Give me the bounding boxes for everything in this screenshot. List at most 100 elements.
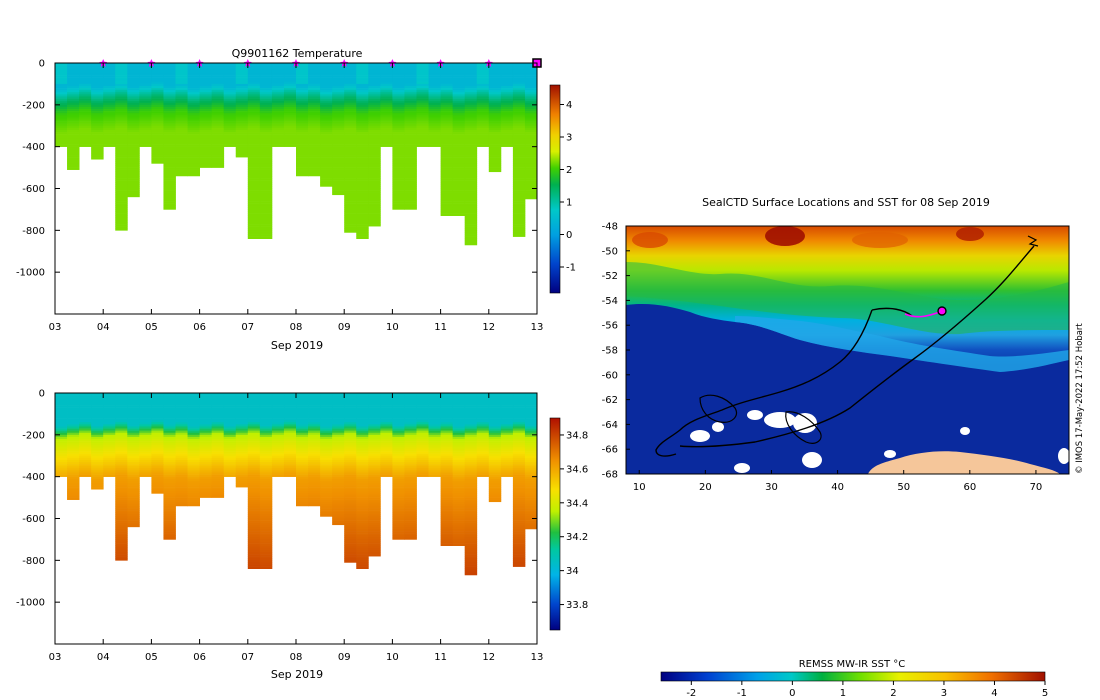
profile-cell [356,411,369,415]
profile-cell [404,115,417,118]
profile-cell [296,393,309,396]
profile-cell [464,192,478,196]
profile-cell [91,86,104,89]
profile-cell [79,434,92,438]
profile-cell [392,167,405,170]
profile-cell [247,127,261,131]
profile-cell [452,393,466,396]
profile-cell [175,163,188,166]
profile-cell [139,79,152,83]
profile-cell [115,537,128,540]
profile-column [247,63,261,239]
profile-cell [488,104,502,108]
profile-cell [404,155,417,158]
profile-cell [500,447,514,450]
profile-cell [440,173,454,177]
profile-cell [308,393,321,396]
profile-cell [235,447,249,450]
profile-cell [356,566,369,569]
profile-cell [464,399,478,402]
profile-cell [512,535,526,538]
profile-cell [524,457,538,461]
profile-cell [356,562,369,565]
profile-cell [392,397,405,400]
profile-cell [223,426,237,429]
profile-cell [320,178,333,181]
profile-cell [392,434,405,438]
profile-cell [428,395,441,398]
profile-cell [488,96,502,99]
profile-cell [91,73,104,76]
profile-cell [476,464,490,467]
profile-cell [247,150,261,154]
profile-cell [283,88,297,91]
profile-cell [392,497,405,500]
profile-cell [404,508,417,511]
profile-cell [344,184,357,187]
profile-cell [464,407,478,411]
profile-cell [247,432,261,436]
profile-cell [320,63,333,66]
profile-cell [488,401,502,404]
profile-cell [428,115,441,118]
profile-cell [524,514,538,517]
profile-cell [428,470,441,473]
profile-cell [416,113,429,116]
profile-cell [524,420,538,423]
profile-cell [404,188,417,191]
profile-cell [115,71,128,74]
profile-cell [91,157,104,160]
profile-cell [259,71,273,74]
profile-cell [476,445,490,448]
profile-cell [344,491,357,494]
profile-cell [55,411,68,415]
profile-cell [259,63,273,66]
profile-cell [368,123,381,127]
x-tick-label: 12 [482,652,495,663]
profile-cell [464,516,478,519]
profile-cell [524,180,538,183]
profile-cell [79,81,92,85]
profile-cell [320,472,333,475]
profile-cell [91,148,104,152]
profile-cell [271,140,285,143]
profile-cell [476,67,490,70]
profile-cell [296,63,309,66]
profile-cell [524,188,538,191]
profile-cell [332,468,345,471]
profile-cell [476,106,490,110]
profile-cell [296,405,309,408]
profile-cell [127,393,140,396]
profile-cell [500,102,514,106]
profile-cell [259,136,273,139]
profile-cell [488,411,502,415]
profile-cell [67,121,80,124]
profile-cell [356,459,369,463]
profile-cell [223,459,237,463]
profile-cell [223,104,237,108]
profile-cell [103,407,116,411]
profile-cell [488,77,502,81]
profile-cell [247,487,261,490]
profile-cell [512,161,526,164]
profile-cell [115,459,128,463]
profile-cell [235,434,249,438]
profile-cell [464,531,478,534]
profile-cell [103,67,116,70]
profile-cell [79,393,92,396]
profile-cell [356,79,369,83]
profile-cell [55,439,68,442]
profile-cell [187,430,200,434]
profile-cell [404,499,417,503]
profile-cell [344,537,357,540]
profile-cell [296,100,309,104]
profile-cell [488,152,502,156]
profile-cell [235,94,249,97]
profile-cell [368,547,381,551]
profile-cell [259,514,273,517]
profile-cell [452,163,466,166]
profile-cell [175,102,188,106]
profile-cell [392,79,405,83]
profile-cell [344,528,357,532]
profile-cell [500,422,514,425]
